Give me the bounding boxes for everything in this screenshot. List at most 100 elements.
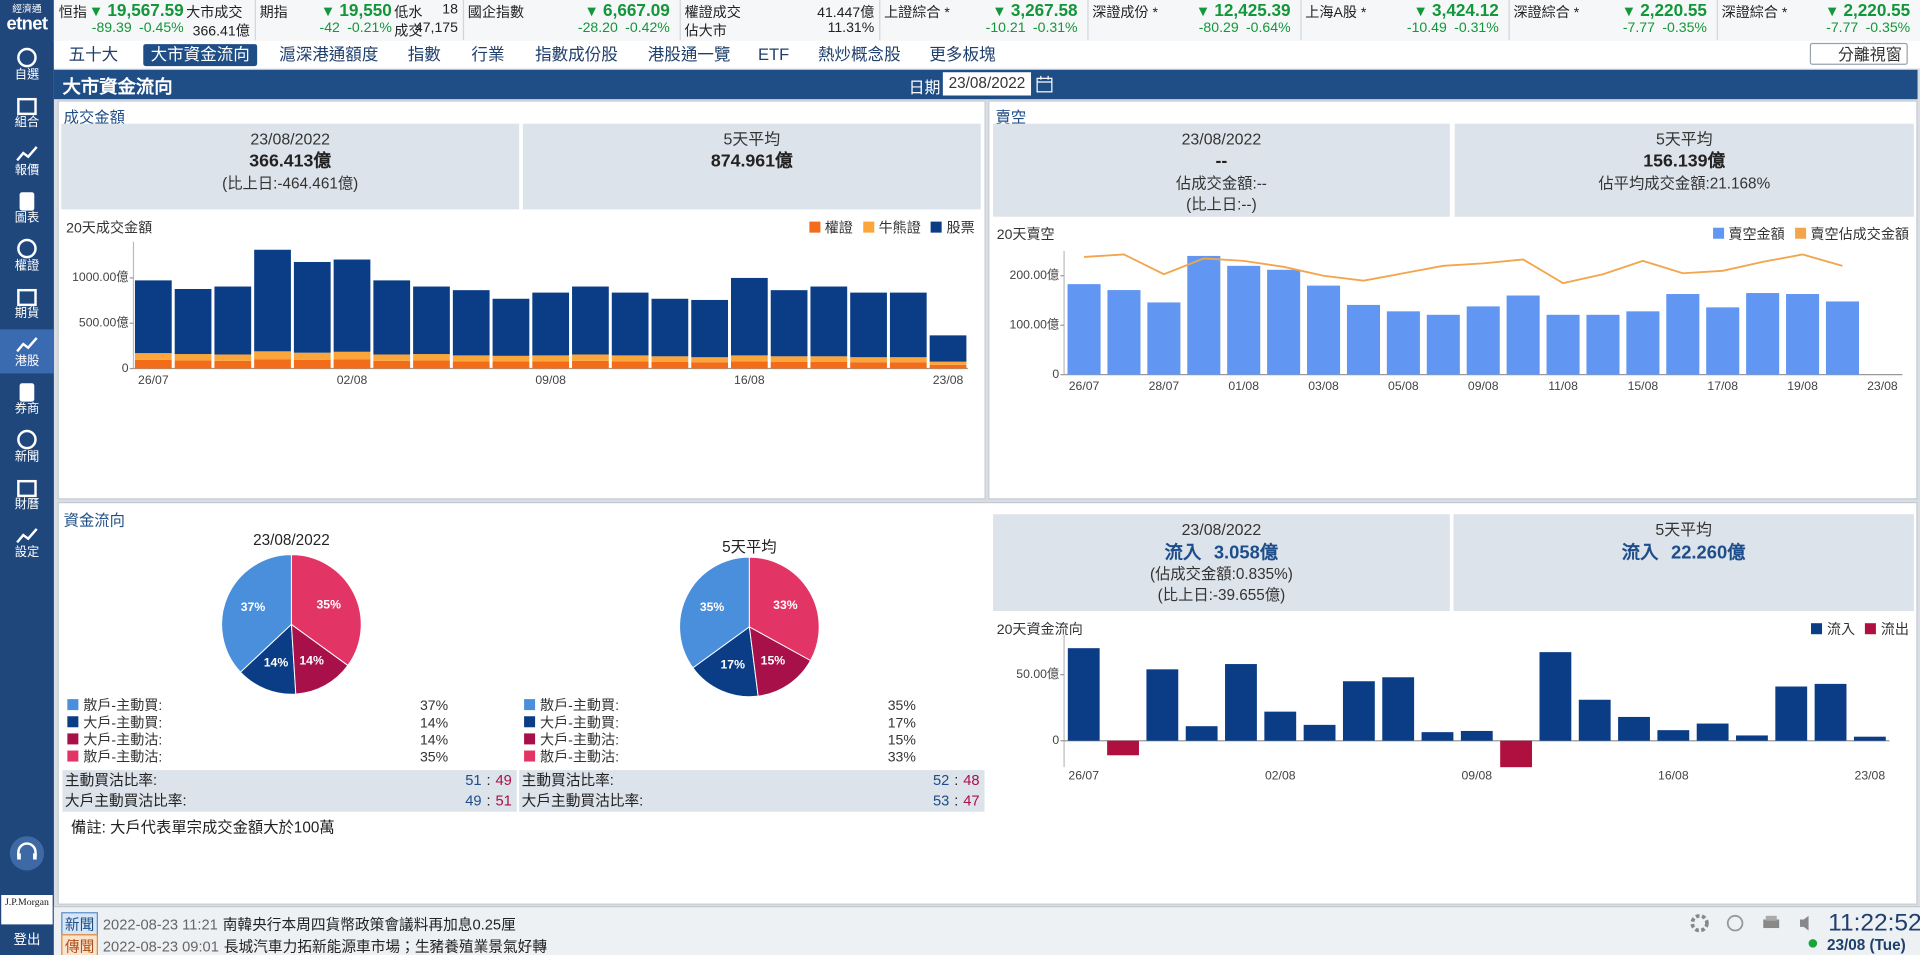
- detach-button[interactable]: 分離視窗: [1809, 42, 1908, 65]
- tab[interactable]: 更多板塊: [929, 45, 996, 64]
- bar: [889, 357, 927, 363]
- ticker-item[interactable]: 上海A股 * 3,424.12-10.49 -0.31%: [1300, 0, 1510, 41]
- bar: [1382, 677, 1415, 741]
- footer-icons[interactable]: [1690, 913, 1825, 933]
- nav-item[interactable]: 權證: [0, 234, 54, 278]
- bar: [492, 361, 530, 369]
- legend-row: 散戶-主動買: 37%: [67, 698, 448, 715]
- bar: [730, 277, 768, 356]
- legend-value: 14%: [419, 716, 449, 731]
- legend-label: 股票: [946, 221, 975, 237]
- bar: [293, 261, 331, 353]
- bar: [850, 357, 887, 363]
- ticker-change: -10.21: [985, 20, 1026, 36]
- legend-item[interactable]: 賣空金額: [1712, 224, 1785, 244]
- tab[interactable]: 大市資金流向: [143, 44, 258, 67]
- brand[interactable]: etnet: [6, 13, 48, 35]
- ticker-change-row: -89.39 -0.45%: [92, 21, 184, 36]
- slice-label: 17%: [721, 658, 746, 672]
- ticker-name: 上海A股 *: [1305, 6, 1367, 21]
- legend-swatch: [1811, 623, 1823, 635]
- bar: [691, 299, 728, 358]
- bar: [1346, 304, 1381, 375]
- date-label: 日期: [908, 78, 941, 97]
- legend-label: 散戶-主動沽:: [540, 750, 620, 766]
- icon-shape: [16, 337, 38, 353]
- nav-item[interactable]: 港股: [0, 329, 54, 374]
- legend-item[interactable]: 牛熊證: [862, 218, 921, 238]
- sponsor-logo[interactable]: J.P.Morgan: [1, 895, 53, 925]
- icon-shape: [19, 383, 35, 402]
- legend-item[interactable]: 流出: [1864, 620, 1909, 640]
- legend-item[interactable]: 賣空佔成交金額: [1794, 224, 1909, 244]
- ticker-item[interactable]: 國企指數 6,667.09-28.20 -0.42%: [463, 0, 681, 41]
- tab[interactable]: 指數: [407, 45, 441, 64]
- tab[interactable]: 五十大: [68, 45, 119, 64]
- tab[interactable]: 指數成份股: [535, 45, 618, 64]
- nav-item[interactable]: 券商: [0, 377, 54, 421]
- ratio-row: 主動買沽比率: 51:49: [62, 770, 517, 791]
- legend: 權證 牛熊證 股票: [808, 218, 975, 238]
- stat-value: 11.31%: [827, 20, 875, 36]
- calendar-icon[interactable]: [1036, 75, 1053, 93]
- legend-label: 牛熊證: [878, 221, 921, 237]
- x-tick-label: 23/08: [933, 373, 964, 387]
- stat-label: 佔大市: [684, 24, 727, 40]
- slice-label: 33%: [773, 598, 798, 612]
- nav-icon: [17, 238, 37, 259]
- nav-item[interactable]: 組合: [0, 91, 54, 135]
- nav-item[interactable]: 期貨: [0, 282, 54, 326]
- icon-shape: [17, 97, 37, 116]
- legend-label: 權證: [824, 221, 853, 237]
- tab[interactable]: 滬深港通額度: [279, 45, 379, 64]
- footer: 11:22:52 23/08 (Tue) 新聞 2022-08-23 11:21 南…: [53, 906, 1920, 955]
- nav-icon: [17, 429, 37, 450]
- bar: [1539, 652, 1572, 741]
- support-icon[interactable]: [9, 835, 46, 872]
- tab[interactable]: 港股通一覽: [647, 45, 731, 64]
- pie-slice: [748, 625, 812, 697]
- news-row[interactable]: 新聞 2022-08-23 11:21 南韓央行本周四貨幣政策會議料再加息0.25厘: [61, 912, 516, 936]
- ticker-item[interactable]: 深證成份 * 12,425.39-80.29 -0.64%: [1087, 0, 1302, 41]
- legend-item[interactable]: 流入: [1811, 620, 1855, 640]
- legend-item[interactable]: 權證: [808, 218, 853, 238]
- nav-item[interactable]: 自選: [0, 43, 54, 87]
- pie-chart: 37% 14% 14% 35%: [221, 554, 362, 695]
- nav-item[interactable]: 圖表: [0, 186, 54, 230]
- legend-swatch: [67, 733, 79, 745]
- nav-item[interactable]: 設定: [0, 520, 54, 564]
- ticker-name: 上證綜合 *: [884, 6, 950, 21]
- nav-item[interactable]: 新聞: [0, 425, 54, 469]
- bar: [850, 292, 887, 358]
- legend-item[interactable]: 股票: [930, 218, 975, 238]
- nav-item[interactable]: 財曆: [0, 473, 54, 517]
- ticker-item[interactable]: 上證綜合 * 3,267.58-10.21 -0.31%: [879, 0, 1089, 41]
- pie-title: 23/08/2022: [253, 531, 330, 549]
- nav-item[interactable]: 報價: [0, 138, 54, 182]
- bar: [134, 280, 172, 354]
- ticker-item[interactable]: 深證綜合 * 2,220.55-7.77 -0.35%: [1717, 0, 1920, 40]
- pie-title: 5天平均: [722, 538, 777, 556]
- tab[interactable]: 熱炒概念股: [817, 45, 901, 64]
- news-row[interactable]: 傳聞 2022-08-23 09:01 長城汽車力拓新能源車市場；生豬養殖業景氣好轉: [61, 934, 547, 955]
- ticker-name: 國企指數: [467, 6, 525, 21]
- bar: [214, 360, 252, 369]
- bar: [174, 354, 212, 361]
- ratio-sell: 49: [495, 771, 512, 789]
- tab[interactable]: 行業: [471, 45, 505, 64]
- news-text: 南韓央行本周四貨幣政策會議料再加息0.25厘: [222, 915, 516, 933]
- ticker-change: -89.39: [91, 20, 132, 36]
- bar: [810, 286, 848, 357]
- date-input[interactable]: 23/08/2022: [942, 72, 1032, 96]
- tab[interactable]: ETF: [757, 45, 790, 64]
- legend-label: 散戶-主動買:: [83, 699, 163, 714]
- ticker-item[interactable]: 恒指19,567.59-89.39 -0.45%大市成交 366.41億: [54, 0, 256, 41]
- bar: [413, 360, 450, 369]
- section-header: 大市資金流向 日期 23/08/2022: [53, 69, 1918, 100]
- x-tick-label: 26/07: [1068, 768, 1099, 782]
- ticker-item[interactable]: 深證綜合 * 2,220.55-7.77 -0.35%: [1509, 0, 1718, 41]
- nav-icon: [16, 337, 38, 353]
- ticker-item[interactable]: 權證成交 41.447億 佔大市 11.31%: [680, 0, 881, 41]
- logout[interactable]: 登出: [13, 932, 41, 948]
